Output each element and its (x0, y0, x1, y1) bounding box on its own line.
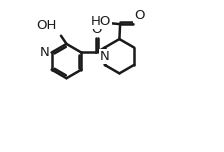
Text: OH: OH (37, 19, 57, 32)
Text: N: N (40, 46, 50, 59)
Text: O: O (134, 9, 144, 22)
Text: HO: HO (91, 15, 111, 28)
Text: N: N (100, 50, 109, 63)
Text: O: O (91, 23, 101, 36)
